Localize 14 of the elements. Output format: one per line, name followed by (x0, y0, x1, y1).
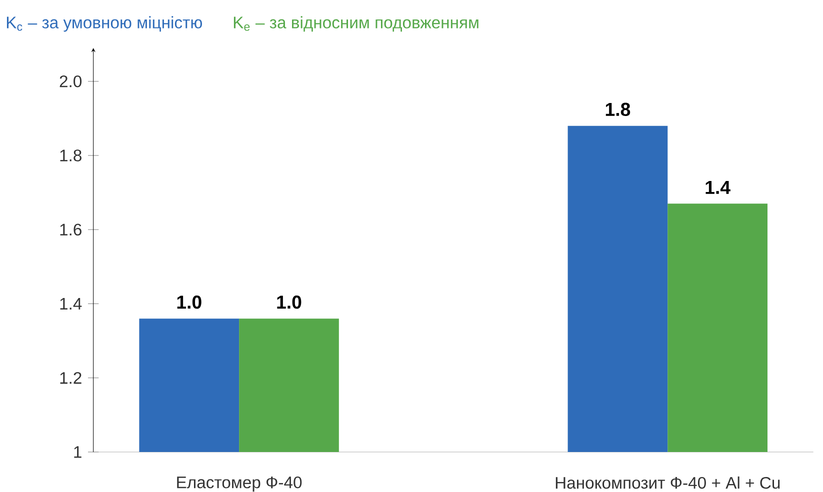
text: K$_{c}$ – за умовною міцністю (6, 16, 202, 32)
y-tick-label: 2.0 (60, 75, 82, 88)
y-tick-label: 1 (74, 446, 82, 458)
annotation: 1.0 (177, 296, 202, 309)
annotation: 1.8 (606, 102, 630, 116)
y-tick-label: 1.4 (60, 298, 82, 310)
x-tick-label: Еластомер Ф-40 (177, 476, 302, 492)
y-tick-label: 1.8 (60, 150, 82, 162)
y-tick-label: 1.2 (60, 372, 82, 384)
y-tick-label: 1.6 (60, 224, 82, 236)
annotation: 1.4 (706, 181, 730, 194)
x-tick-label: Нанокомпозит Ф-40 + Al + Cu (556, 476, 780, 489)
text: K$_{e}$ – за відносним подовженням (234, 16, 478, 32)
annotation: 1.0 (277, 296, 302, 309)
